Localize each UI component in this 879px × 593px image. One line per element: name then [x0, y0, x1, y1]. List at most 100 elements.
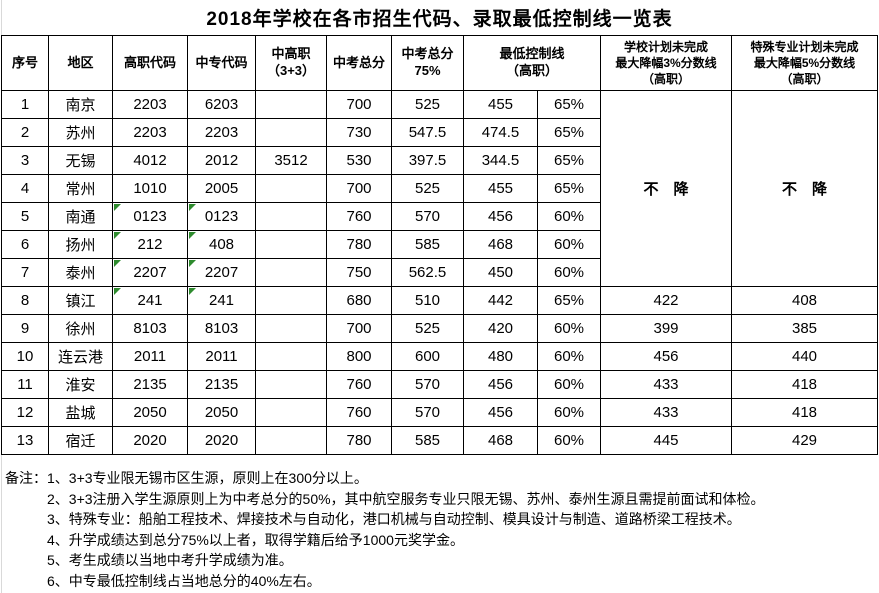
header-zhongkao-75-line2: 75%	[414, 63, 441, 78]
cell-gaozhi-code: 4012	[112, 146, 188, 175]
code-error-flag-icon	[189, 288, 196, 295]
table-row: 10 连云港 2011 2011 800 600 480 60% 456 440	[1, 342, 879, 371]
cell-gaozhi-code: 2203	[112, 90, 188, 119]
cell-min-pct: 60%	[536, 230, 602, 259]
header-zhongzhuan-code-label: 中专代码	[195, 54, 248, 70]
cell-gaozhi-code: 241	[112, 286, 188, 315]
code-error-flag-icon	[114, 204, 121, 211]
cell-gaozhi-code: 0123	[112, 202, 188, 231]
table-row: 13 宿迁 2020 2020 780 585 468 60% 445 429	[1, 426, 879, 455]
cell-gaozhi-code: 8103	[112, 314, 188, 343]
cell-min-line: 468	[463, 230, 538, 259]
cell-total: 780	[326, 230, 392, 259]
cell-value: 0123	[133, 208, 167, 225]
cell-min-line: 455	[463, 90, 538, 119]
cell-min-pct: 65%	[536, 286, 602, 315]
cell-zhongzhuan-code: 2012	[187, 146, 256, 175]
cell-75pct: 562.5	[391, 258, 464, 287]
cell-gaozhi-code: 2207	[112, 258, 188, 287]
cell-seq: 4	[1, 174, 49, 203]
cell-min-line: 468	[463, 426, 538, 455]
cell-seq: 12	[1, 398, 49, 427]
cell-zhonggaozhi	[255, 342, 327, 371]
header-gaozhi-code: 高职代码	[112, 35, 188, 91]
header-zhonggaozhi: 中高职 （3+3）	[255, 35, 327, 91]
cell-min-pct: 60%	[536, 426, 602, 455]
cell-value: 241	[208, 292, 235, 309]
cell-zhonggaozhi	[255, 314, 327, 343]
cell-min-pct: 65%	[536, 146, 602, 175]
header-zhongkao-total-label: 中考总分	[332, 54, 385, 70]
code-error-flag-icon	[114, 288, 121, 295]
cell-region: 无锡	[48, 146, 113, 175]
note-text: 1、3+3专业限无锡市区生源，原则上在300分以上。	[47, 470, 368, 486]
cell-seq: 6	[1, 230, 49, 259]
cell-special-plan-line: 440	[731, 342, 879, 371]
cell-75pct: 585	[391, 426, 464, 455]
header-min-control-line2: （高职）	[506, 63, 559, 78]
cell-value: 408	[208, 236, 235, 253]
cell-zhonggaozhi	[255, 230, 327, 259]
cell-min-pct: 60%	[536, 314, 602, 343]
cell-75pct: 600	[391, 342, 464, 371]
header-seq: 序号	[1, 35, 49, 91]
header-school-plan: 学校计划未完成 最大降幅3%分数线 （高职）	[600, 35, 733, 91]
cell-total: 730	[326, 118, 392, 147]
cell-min-pct: 60%	[536, 258, 602, 287]
cell-region: 常州	[48, 174, 113, 203]
cell-seq: 2	[1, 118, 49, 147]
table-row: 11 淮安 2135 2135 760 570 456 60% 433 418	[1, 370, 879, 399]
code-error-flag-icon	[189, 260, 196, 267]
cell-75pct: 570	[391, 202, 464, 231]
cell-zhongzhuan-code: 2203	[187, 118, 256, 147]
cell-total: 680	[326, 286, 392, 315]
cell-zhonggaozhi	[255, 398, 327, 427]
header-special-plan-line3: （高职）	[780, 72, 829, 87]
cell-zhonggaozhi	[255, 118, 327, 147]
cell-value: 241	[137, 292, 163, 309]
cell-seq: 10	[1, 342, 49, 371]
code-error-flag-icon	[114, 260, 121, 267]
cell-zhongzhuan-code: 2020	[187, 426, 256, 455]
cell-zhongzhuan-code: 2207	[187, 258, 256, 287]
note-item: 4、升学成绩达到总分75%以上者，取得学籍后给予1000元奖学金。	[47, 531, 464, 548]
header-school-plan-line1: 学校计划未完成	[624, 39, 709, 54]
note-item: 3、特殊专业：船舶工程技术、焊接技术与自动化，港口机械与自动控制、模具设计与制造…	[47, 511, 741, 527]
cell-min-line: 344.5	[463, 146, 538, 175]
cell-zhongzhuan-code: 408	[187, 230, 256, 259]
cell-gaozhi-code: 2203	[112, 118, 188, 147]
cell-total: 800	[326, 342, 392, 371]
cell-region: 淮安	[48, 370, 113, 399]
cell-75pct: 585	[391, 230, 464, 259]
cell-gaozhi-code: 2135	[112, 370, 188, 399]
cell-zhongzhuan-code: 2135	[187, 370, 256, 399]
cell-gaozhi-code: 212	[112, 230, 188, 259]
cell-seq: 5	[1, 202, 49, 231]
cell-total: 700	[326, 314, 392, 343]
cell-zhonggaozhi	[255, 370, 327, 399]
cell-region: 徐州	[48, 314, 113, 343]
cell-min-line: 420	[463, 314, 538, 343]
cell-gaozhi-code: 2020	[112, 426, 188, 455]
cell-min-line: 450	[463, 258, 538, 287]
admission-table: 序号 地区 高职代码 中专代码 中高职 （3+3） 中考总分 中考总分 75% …	[1, 35, 879, 455]
cell-special-plan-line: 429	[731, 426, 879, 455]
header-school-plan-line2: 最大降幅3%分数线	[615, 55, 717, 70]
cell-seq: 13	[1, 426, 49, 455]
cell-zhongzhuan-code: 2011	[187, 342, 256, 371]
table-row: 8 镇江 241 241 680 510 442 65% 422 408	[1, 286, 879, 315]
cell-75pct: 510	[391, 286, 464, 315]
cell-region: 盐城	[48, 398, 113, 427]
cell-region: 泰州	[48, 258, 113, 287]
cell-school-plan-line: 433	[600, 370, 733, 399]
header-zhongkao-75-line1: 中考总分	[401, 46, 454, 62]
header-special-plan: 特殊专业计划未完成 最大降幅5%分数线 （高职）	[731, 35, 879, 91]
cell-zhongzhuan-code: 2005	[187, 174, 256, 203]
cell-total: 760	[326, 370, 392, 399]
notes: 备注：1、3+3专业限无锡市区生源，原则上在300分以上。 2、3+3注册入学生…	[5, 468, 879, 591]
cell-value: 212	[137, 236, 163, 253]
code-error-flag-icon	[114, 232, 121, 239]
cell-seq: 1	[1, 90, 49, 119]
cell-region: 南京	[48, 90, 113, 119]
